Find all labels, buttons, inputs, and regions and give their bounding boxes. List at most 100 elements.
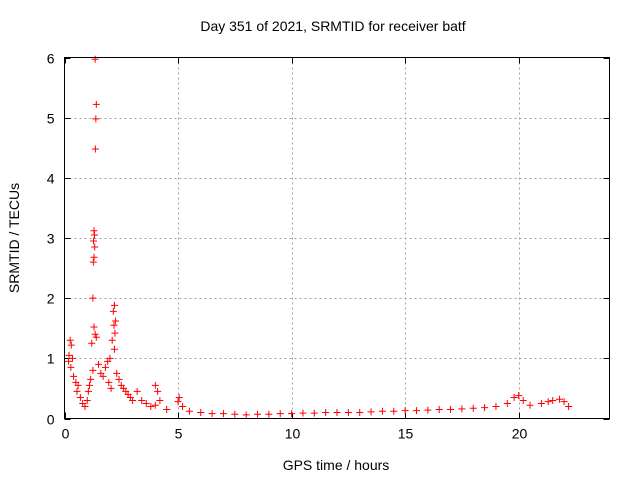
data-point [401, 407, 409, 415]
data-point [163, 405, 171, 413]
data-point [110, 345, 118, 353]
data-point [99, 372, 107, 380]
data-point [519, 396, 527, 404]
data-point [92, 333, 100, 341]
data-point [219, 410, 227, 418]
chart-title: Day 351 of 2021, SRMTID for receiver bat… [200, 18, 465, 34]
data-point [197, 408, 205, 416]
y-tick-label: 5 [47, 111, 55, 127]
data-point [110, 321, 118, 329]
x-tick-label: 10 [285, 426, 301, 442]
data-point [90, 253, 98, 261]
data-point [154, 387, 162, 395]
y-tick-label: 2 [47, 291, 55, 307]
data-point [108, 336, 116, 344]
data-point [66, 336, 74, 344]
data-point [65, 351, 73, 359]
data-point [242, 411, 250, 419]
tick-labels: 0 5 10 15 20 0 1 2 3 4 5 6 [47, 51, 528, 442]
data-point [85, 381, 93, 389]
data-point [88, 339, 96, 347]
data-point [492, 402, 500, 410]
y-tick-label: 1 [47, 351, 55, 367]
data-point [185, 407, 193, 415]
data-point [91, 243, 99, 251]
data-point [310, 409, 318, 417]
data-point [92, 115, 100, 123]
data-point [537, 399, 545, 407]
x-tick-label: 0 [62, 426, 70, 442]
data-point [481, 404, 489, 412]
data-point [91, 145, 99, 153]
data-point [175, 393, 183, 401]
data-point [560, 398, 568, 406]
data-point [147, 402, 155, 410]
data-point [565, 402, 573, 410]
x-axis-label: GPS time / hours [283, 457, 390, 473]
data-point [333, 408, 341, 416]
data-point [544, 398, 552, 406]
data-point [174, 398, 182, 406]
data-point [84, 387, 92, 395]
data-point [142, 399, 150, 407]
data-point [510, 393, 518, 401]
y-tick-label: 0 [47, 412, 55, 428]
data-point [129, 396, 137, 404]
y-tick-label: 6 [47, 51, 55, 67]
data-point [92, 100, 100, 108]
data-point [113, 369, 121, 377]
y-axis-label: SRMTID / TECUs [6, 183, 22, 293]
data-point [65, 357, 73, 365]
data-point [70, 372, 78, 380]
data-point [110, 301, 118, 309]
data-point [106, 354, 114, 362]
data-point [90, 237, 98, 245]
x-tick-label: 15 [398, 426, 414, 442]
data-point [109, 307, 117, 315]
data-point [378, 407, 386, 415]
data-point [156, 396, 164, 404]
data-point [91, 330, 99, 338]
data-point [89, 258, 97, 266]
data-point [105, 378, 113, 386]
data-point [231, 410, 239, 418]
data-point [112, 317, 120, 325]
y-tick-label: 3 [47, 231, 55, 247]
data-point [133, 387, 141, 395]
data-point [81, 402, 89, 410]
x-tick-label: 20 [512, 426, 528, 442]
data-point [549, 396, 557, 404]
data-point [89, 366, 97, 374]
plot-frame [64, 57, 610, 419]
data-point [412, 407, 420, 415]
x-tick-label: 5 [175, 426, 183, 442]
data-point [367, 408, 375, 416]
data-point [503, 399, 511, 407]
data-point [67, 341, 75, 349]
y-tick-label: 4 [47, 171, 55, 187]
data-point [526, 401, 534, 409]
data-point [95, 360, 103, 368]
data-point [89, 294, 97, 302]
data-point [90, 323, 98, 331]
data-point [458, 405, 466, 413]
data-point [390, 407, 398, 415]
data-point [101, 363, 109, 371]
data-point [254, 410, 262, 418]
data-points [65, 55, 573, 419]
data-point [74, 381, 82, 389]
data-point [299, 409, 307, 417]
data-point [515, 392, 523, 400]
data-point [115, 375, 123, 383]
data-point [87, 375, 95, 383]
data-point [447, 405, 455, 413]
data-point [68, 354, 76, 362]
data-point [424, 406, 432, 414]
data-point [322, 408, 330, 416]
data-point [556, 395, 564, 403]
data-point [179, 402, 187, 410]
data-point [90, 231, 98, 239]
data-point [83, 396, 91, 404]
data-point [76, 393, 84, 401]
